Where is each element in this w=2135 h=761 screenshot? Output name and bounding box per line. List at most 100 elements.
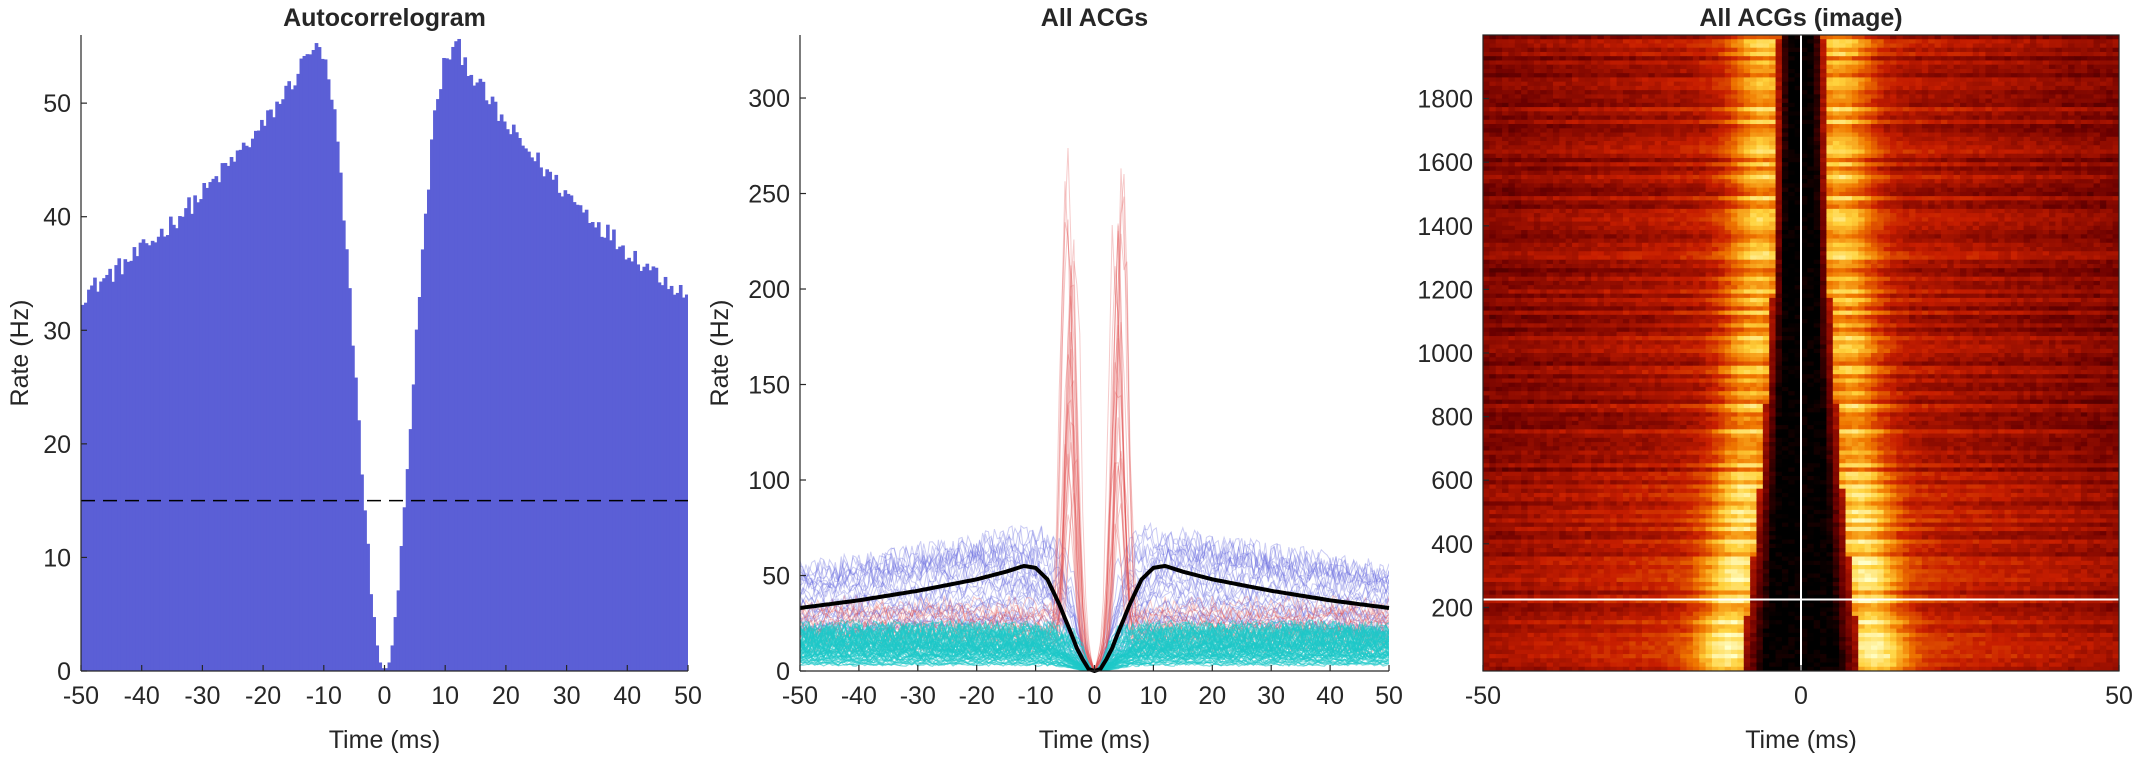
heatmap-cell: [1858, 102, 1866, 108]
heatmap-cell: [1692, 221, 1700, 227]
heatmap-cell: [1756, 85, 1764, 91]
heatmap-cell: [1845, 166, 1853, 172]
heatmap-cell: [1883, 162, 1891, 167]
heatmap-cell: [1743, 153, 1751, 159]
heatmap-cell: [1565, 162, 1573, 167]
heatmap-cell: [2055, 111, 2063, 117]
bar: [581, 212, 586, 671]
heatmap-cell: [1883, 183, 1891, 189]
heatmap-cell: [2074, 225, 2082, 231]
heatmap-cell: [2010, 187, 2018, 193]
heatmap-cell: [1705, 200, 1713, 206]
heatmap-cell: [1998, 115, 2006, 121]
heatmap-cell: [1578, 153, 1586, 159]
heatmap-cell: [1820, 221, 1827, 227]
heatmap-cell: [1807, 208, 1815, 214]
heatmap-cell: [1686, 39, 1694, 44]
heatmap-cell: [1902, 94, 1910, 100]
heatmap-cell: [1648, 35, 1656, 40]
heatmap-cell: [1762, 208, 1770, 214]
y-tick-label: 50: [43, 90, 71, 118]
heatmap-cell: [1673, 68, 1681, 74]
heatmap-cell: [2042, 174, 2050, 180]
heatmap-cell: [1610, 43, 1618, 49]
heatmap-cell: [1724, 77, 1732, 83]
heatmap-cell: [2074, 141, 2082, 146]
heatmap-cell: [1597, 204, 1605, 210]
heatmap-cell: [1578, 213, 1586, 218]
heatmap-cell: [1934, 43, 1942, 49]
heatmap-cell: [2017, 213, 2025, 218]
heatmap-cell: [1667, 39, 1675, 44]
heatmap-cell: [1909, 217, 1916, 223]
heatmap-cell: [1877, 187, 1885, 193]
heatmap-cell: [1667, 94, 1675, 100]
heatmap-cell: [1883, 102, 1891, 108]
heatmap-cell: [1864, 162, 1872, 167]
heatmap-cell: [1801, 102, 1808, 108]
heatmap-cell: [2099, 145, 2107, 150]
heatmap-cell: [1832, 43, 1840, 49]
heatmap-cell: [1851, 85, 1859, 91]
heatmap-cell: [1731, 90, 1738, 95]
heatmap-cell: [1890, 200, 1897, 206]
heatmap-cell: [1915, 183, 1923, 189]
heatmap-cell: [2042, 43, 2050, 49]
heatmap-cell: [1915, 85, 1923, 91]
heatmap-cell: [1718, 157, 1726, 163]
heatmap-cell: [1591, 132, 1598, 138]
heatmap-cell: [1578, 191, 1586, 197]
heatmap-cell: [1788, 124, 1796, 129]
heatmap-cell: [1521, 85, 1529, 91]
heatmap-cell: [1597, 179, 1605, 184]
heatmap-cell: [1483, 187, 1490, 193]
heatmap-cell: [1552, 43, 1560, 49]
heatmap-cell: [1807, 221, 1815, 227]
heatmap-cell: [1807, 90, 1815, 95]
heatmap-cell: [1801, 153, 1808, 159]
heatmap-cell: [1915, 170, 1923, 176]
heatmap-cell: [1890, 128, 1897, 134]
heatmap-cell: [1998, 102, 2006, 108]
heatmap-cell: [1527, 174, 1535, 180]
bar: [603, 237, 607, 671]
heatmap-cell: [1642, 217, 1649, 223]
heatmap-cell: [1979, 90, 1986, 95]
heatmap-cell: [1750, 107, 1757, 112]
heatmap-cell: [1947, 107, 1955, 112]
heatmap-cell: [1743, 132, 1751, 138]
heatmap-cell: [1622, 60, 1630, 66]
heatmap-cell: [2112, 51, 2120, 57]
heatmap-cell: [1921, 124, 1929, 129]
heatmap-cell: [1947, 35, 1955, 40]
heatmap-cell: [1896, 47, 1904, 53]
heatmap-cell: [1960, 179, 1967, 184]
heatmap-cell: [2093, 64, 2101, 70]
heatmap-cell: [2036, 162, 2044, 167]
heatmap-cell: [1839, 179, 1847, 184]
heatmap-cell: [1807, 47, 1815, 53]
heatmap-cell: [1572, 128, 1579, 134]
heatmap-cell: [1552, 64, 1560, 70]
heatmap-cell: [1972, 85, 1980, 91]
bar: [499, 114, 504, 671]
heatmap-cell: [2055, 98, 2063, 104]
heatmap-cell: [1622, 107, 1630, 112]
heatmap-cell: [1629, 98, 1637, 104]
heatmap-cell: [1864, 107, 1872, 112]
heatmap-cell: [1629, 94, 1637, 100]
heatmap-cell: [1972, 102, 1980, 108]
heatmap-cell: [1635, 132, 1643, 138]
heatmap-cell: [1737, 124, 1745, 129]
heatmap-cell: [1661, 208, 1668, 214]
heatmap-cell: [1832, 64, 1840, 70]
heatmap-cell: [2029, 217, 2037, 223]
heatmap-cell: [1998, 200, 2006, 206]
heatmap-cell: [1584, 170, 1592, 176]
heatmap-cell: [2036, 107, 2044, 112]
heatmap-cell: [1565, 90, 1573, 95]
heatmap-cell: [1495, 166, 1503, 172]
heatmap-cell: [1940, 183, 1948, 189]
heatmap-cell: [1909, 174, 1916, 180]
heatmap-cell: [1489, 56, 1497, 61]
